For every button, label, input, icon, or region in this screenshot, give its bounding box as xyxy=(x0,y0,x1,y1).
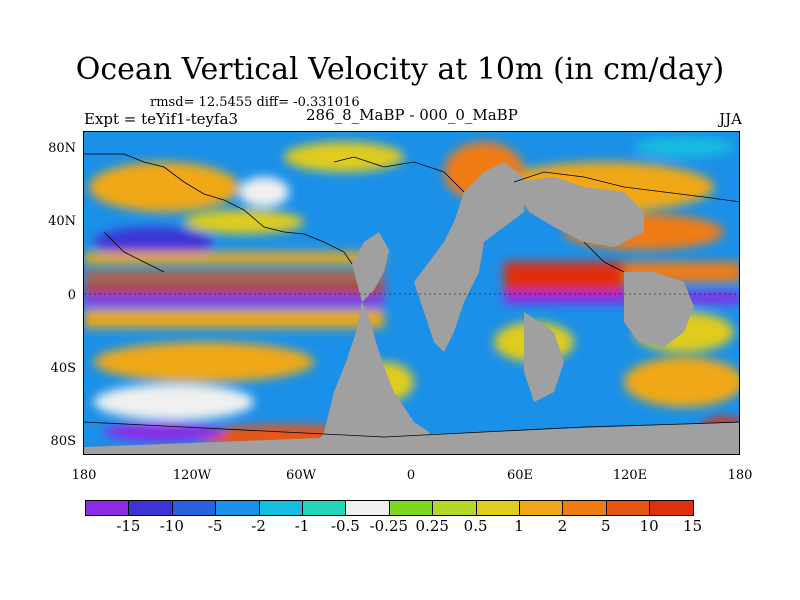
land-mask xyxy=(84,162,739,454)
map-panel xyxy=(83,131,740,455)
lon-tick-label: 180 xyxy=(71,468,97,483)
colorbar-tick-label: 1 xyxy=(514,517,524,535)
colorbar-segment xyxy=(216,501,260,515)
colorbar-tick-label: 0.5 xyxy=(463,517,488,535)
lon-tick-label: 60E xyxy=(506,468,534,483)
colorbar-tick-label: -5 xyxy=(207,517,223,535)
colorbar-tick-label: 10 xyxy=(639,517,659,535)
colorbar-tick-label: 0.25 xyxy=(415,517,449,535)
colorbar-segment xyxy=(86,501,130,515)
lon-tick-label: 60W xyxy=(286,468,316,483)
lon-tick-label: 0 xyxy=(406,468,416,483)
colorbar-segment xyxy=(476,501,520,515)
lon-tick-label: 180 xyxy=(727,468,753,483)
lat-tick-label: 80N xyxy=(48,141,76,156)
colorbar-tick-label: -1 xyxy=(294,517,310,535)
colorbar-segment xyxy=(389,501,434,515)
colorbar-tick-label: -15 xyxy=(116,517,141,535)
lat-tick-label: 0 xyxy=(67,288,76,303)
colorbar-tick-label: -0.5 xyxy=(330,517,360,535)
colorbar-segment xyxy=(172,501,217,515)
map-canvas xyxy=(84,132,739,454)
colorbar-segment xyxy=(259,501,303,515)
colorbar-tick-label: -2 xyxy=(251,517,266,535)
stats-label: rmsd= 12.5455 diff= -0.331016 xyxy=(150,95,360,110)
map-title: Ocean Vertical Velocity at 10m (in cm/da… xyxy=(75,52,725,87)
experiment-label: Expt = teYif1-teyfa3 xyxy=(84,110,239,128)
coastlines xyxy=(84,153,739,438)
colorbar-tick-label: -10 xyxy=(159,517,184,535)
colorbar-tick-label: 5 xyxy=(601,517,611,535)
colorbar-segment xyxy=(606,501,651,515)
colorbar xyxy=(85,500,695,516)
difference-label: 286_8_MaBP - 000_0_MaBP xyxy=(306,106,518,124)
colorbar-tick-label: 15 xyxy=(683,517,703,535)
lon-tick-label: 120E xyxy=(612,468,648,483)
colorbar-segment xyxy=(563,501,607,515)
lat-tick-label: 40N xyxy=(48,214,76,229)
season-label: JJA xyxy=(719,110,742,128)
lon-tick-label: 120W xyxy=(172,468,212,483)
colorbar-tick-label: -0.25 xyxy=(369,517,409,535)
colorbar-tick-label: 2 xyxy=(557,517,568,535)
lat-tick-label: 40S xyxy=(50,361,76,376)
colorbar-segment xyxy=(433,501,477,515)
colorbar-segment xyxy=(650,501,694,515)
colorbar-segment xyxy=(129,501,173,515)
lat-tick-label: 80S xyxy=(50,434,76,449)
colorbar-segment xyxy=(302,501,347,515)
colorbar-segment xyxy=(346,501,390,515)
colorbar-segment xyxy=(519,501,564,515)
